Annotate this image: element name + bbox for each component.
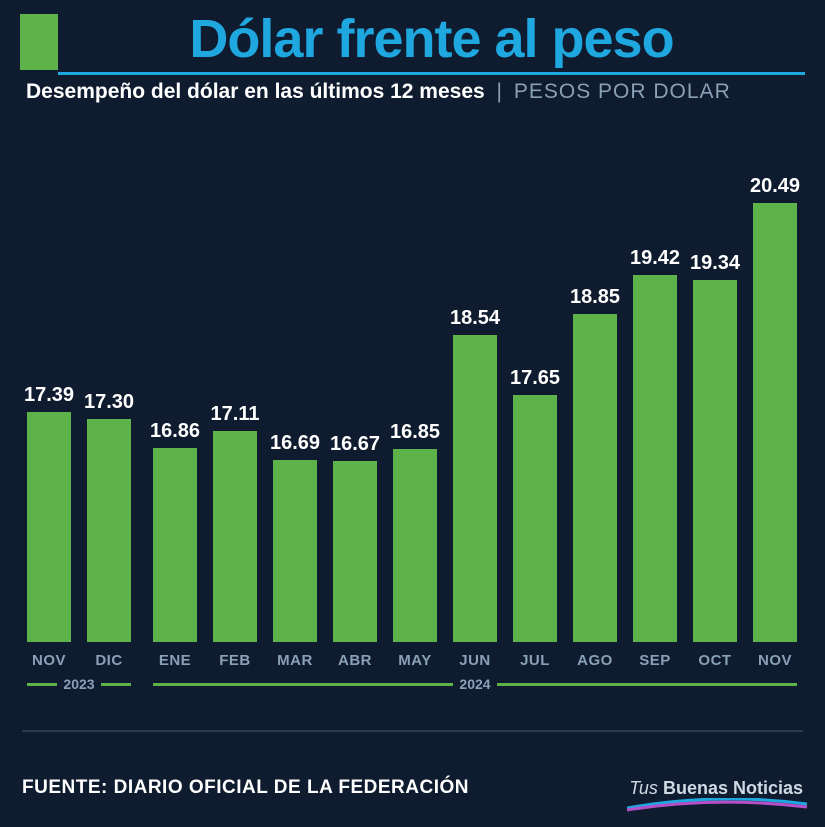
bar-value-label: 18.85 [555, 286, 635, 309]
year-line [153, 683, 453, 686]
bar-column: 16.69 [273, 460, 317, 642]
bar-column: 16.85 [393, 449, 437, 642]
bar-value-label: 17.11 [195, 403, 275, 426]
subtitle-separator: | [491, 80, 508, 103]
bar-column: 17.11 [213, 431, 257, 642]
bar-chart: 17.3917.3016.8617.1116.6916.6716.8518.54… [22, 168, 802, 642]
subtitle: Desempeño del dólar en las últimos 12 me… [26, 80, 799, 104]
bar [753, 203, 797, 642]
bar-column: 16.86 [153, 448, 197, 642]
subtitle-text: Desempeño del dólar en las últimos 12 me… [26, 80, 485, 103]
year-line [497, 683, 797, 686]
x-axis-label: MAY [385, 652, 445, 669]
year-label: 2024 [453, 676, 496, 692]
bar [153, 448, 197, 642]
header: Dólar frente al peso [20, 8, 805, 75]
bar-column: 17.30 [87, 419, 131, 642]
x-axis-label: OCT [685, 652, 745, 669]
title-accent-block [20, 14, 58, 70]
bar-value-label: 16.85 [375, 421, 455, 444]
x-axis-label: ENE [145, 652, 205, 669]
bar [273, 460, 317, 642]
chart-board: Dólar frente al peso Desempeño del dólar… [0, 0, 825, 827]
page-title: Dólar frente al peso [58, 8, 805, 75]
bar-column: 16.67 [333, 461, 377, 642]
x-axis-label: JUN [445, 652, 505, 669]
brand-tus: Tus [629, 778, 658, 798]
bar [27, 412, 71, 642]
year-segment: 2023 [27, 676, 131, 692]
footer: FUENTE: DIARIO OFICIAL DE LA FEDERACIÓN … [22, 777, 803, 799]
x-axis-label: JUL [505, 652, 565, 669]
x-axis-label: MAR [265, 652, 325, 669]
year-row: 2023 2024 [22, 676, 802, 694]
x-axis-label: FEB [205, 652, 265, 669]
bar [453, 335, 497, 642]
bar-column: 18.54 [453, 335, 497, 642]
x-axis-label: DIC [79, 652, 139, 669]
brand-bn: Buenas Noticias [663, 778, 803, 798]
x-axis: NOVDICENEFEBMARABRMAYJUNJULAGOSEPOCTNOV [22, 646, 802, 670]
bar-value-label: 17.30 [69, 391, 149, 414]
bar-column: 17.39 [27, 412, 71, 642]
bar-column: 19.42 [633, 275, 677, 642]
bar [573, 314, 617, 642]
bar [333, 461, 377, 642]
bar [633, 275, 677, 642]
bar-value-label: 17.65 [495, 367, 575, 390]
year-line [101, 683, 131, 686]
x-axis-label: AGO [565, 652, 625, 669]
bar-column: 19.34 [693, 280, 737, 642]
bar [693, 280, 737, 642]
bar [393, 449, 437, 642]
bar-value-label: 19.34 [675, 252, 755, 275]
bar-area: 17.3917.3016.8617.1116.6916.6716.8518.54… [22, 168, 802, 642]
year-segment: 2024 [153, 676, 797, 692]
x-axis-label: NOV [745, 652, 805, 669]
brand-logo: Tus Buenas Noticias [629, 778, 803, 799]
x-axis-label: NOV [19, 652, 79, 669]
brand-swoosh-icon [627, 798, 807, 812]
bar-column: 17.65 [513, 395, 557, 642]
footer-divider [22, 730, 803, 732]
bar-column: 20.49 [753, 203, 797, 642]
subtitle-units: PESOS POR DOLAR [514, 80, 731, 103]
x-axis-label: SEP [625, 652, 685, 669]
bar-value-label: 18.54 [435, 307, 515, 330]
x-axis-label: ABR [325, 652, 385, 669]
year-line [27, 683, 57, 686]
bar [87, 419, 131, 642]
bar [213, 431, 257, 642]
bar [513, 395, 557, 642]
bar-column: 18.85 [573, 314, 617, 642]
bar-value-label: 20.49 [735, 175, 815, 198]
year-label: 2023 [57, 676, 100, 692]
source-text: FUENTE: DIARIO OFICIAL DE LA FEDERACIÓN [22, 777, 469, 799]
